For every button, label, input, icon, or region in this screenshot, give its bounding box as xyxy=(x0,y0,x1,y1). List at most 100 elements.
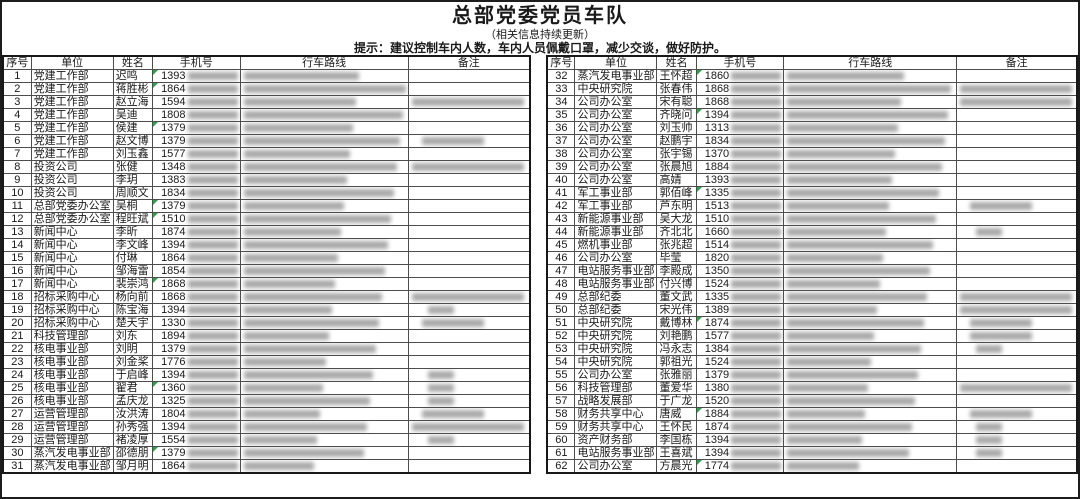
cell-row-number[interactable]: 42 xyxy=(546,199,576,213)
cell-name[interactable]: 郭祖光 xyxy=(656,355,697,369)
cell-row-number[interactable]: 60 xyxy=(546,433,576,447)
cell-name[interactable]: 张春伟 xyxy=(656,82,697,96)
cell-note[interactable] xyxy=(956,121,1078,135)
cell-note[interactable] xyxy=(956,368,1078,382)
cell-unit[interactable]: 核电事业部 xyxy=(30,394,114,408)
cell-phone[interactable]: 1864 xyxy=(152,251,241,265)
cell-route[interactable] xyxy=(239,394,409,408)
cell-route[interactable] xyxy=(783,355,958,369)
cell-route[interactable] xyxy=(239,303,409,317)
cell-row-number[interactable]: 46 xyxy=(546,251,576,265)
cell-name[interactable]: 高婧 xyxy=(656,173,697,187)
cell-name[interactable]: 宋有聪 xyxy=(656,95,697,109)
cell-note[interactable] xyxy=(407,420,531,434)
cell-note[interactable] xyxy=(956,303,1078,317)
cell-row-number[interactable]: 9 xyxy=(2,173,32,187)
cell-name[interactable]: 张晨旭 xyxy=(656,160,697,174)
cell-route[interactable] xyxy=(783,368,958,382)
cell-unit[interactable]: 蒸汽发电事业部 xyxy=(30,459,114,474)
cell-unit[interactable]: 公司办公室 xyxy=(574,251,658,265)
cell-unit[interactable]: 投资公司 xyxy=(30,173,114,187)
cell-route[interactable] xyxy=(783,108,958,122)
cell-phone[interactable]: 1379 xyxy=(695,368,785,382)
cell-route[interactable] xyxy=(783,95,958,109)
cell-phone[interactable]: 1394 xyxy=(695,433,785,447)
cell-route[interactable] xyxy=(783,342,958,356)
cell-row-number[interactable]: 16 xyxy=(2,264,32,278)
cell-unit[interactable]: 资产财务部 xyxy=(574,433,658,447)
cell-phone[interactable]: 1393 xyxy=(695,173,785,187)
cell-route[interactable] xyxy=(783,394,958,408)
cell-row-number[interactable]: 20 xyxy=(2,316,32,330)
cell-note[interactable] xyxy=(956,160,1078,174)
cell-note[interactable] xyxy=(956,238,1078,252)
cell-phone[interactable]: 1510 xyxy=(152,212,241,226)
cell-row-number[interactable]: 13 xyxy=(2,225,32,239)
cell-unit[interactable]: 电站服务事业部 xyxy=(574,264,658,278)
cell-phone[interactable]: 1394 xyxy=(695,108,785,122)
cell-phone[interactable]: 1577 xyxy=(152,147,241,161)
cell-name[interactable]: 赵立海 xyxy=(112,95,154,109)
cell-phone[interactable]: 1393 xyxy=(152,69,241,83)
cell-unit[interactable]: 中央研究院 xyxy=(574,355,658,369)
cell-note[interactable] xyxy=(956,173,1078,187)
cell-note[interactable] xyxy=(956,381,1078,395)
cell-phone[interactable]: 1874 xyxy=(695,420,785,434)
cell-phone[interactable]: 1594 xyxy=(152,95,241,109)
cell-route[interactable] xyxy=(783,420,958,434)
cell-unit[interactable]: 新能源事业部 xyxy=(574,212,658,226)
cell-row-number[interactable]: 5 xyxy=(2,121,32,135)
cell-row-number[interactable]: 15 xyxy=(2,251,32,265)
cell-name[interactable]: 蒋胜彬 xyxy=(112,82,154,96)
cell-note[interactable] xyxy=(956,95,1078,109)
cell-note[interactable] xyxy=(956,82,1078,96)
cell-phone[interactable]: 1524 xyxy=(695,277,785,291)
cell-row-number[interactable]: 47 xyxy=(546,264,576,278)
cell-phone[interactable]: 1868 xyxy=(152,290,241,304)
cell-name[interactable]: 方晨光 xyxy=(656,459,697,474)
cell-row-number[interactable]: 57 xyxy=(546,394,576,408)
cell-unit[interactable]: 招标采购中心 xyxy=(30,290,114,304)
cell-note[interactable] xyxy=(956,394,1078,408)
cell-route[interactable] xyxy=(239,446,409,460)
cell-row-number[interactable]: 50 xyxy=(546,303,576,317)
cell-name[interactable]: 宋光伟 xyxy=(656,303,697,317)
cell-phone[interactable]: 1820 xyxy=(695,251,785,265)
cell-unit[interactable]: 电站服务事业部 xyxy=(574,277,658,291)
cell-name[interactable]: 于广龙 xyxy=(656,394,697,408)
cell-phone[interactable]: 1383 xyxy=(152,173,241,187)
cell-unit[interactable]: 公司办公室 xyxy=(574,134,658,148)
cell-route[interactable] xyxy=(239,264,409,278)
cell-unit[interactable]: 招标采购中心 xyxy=(30,316,114,330)
cell-row-number[interactable]: 35 xyxy=(546,108,576,122)
cell-phone[interactable]: 1874 xyxy=(152,225,241,239)
cell-row-number[interactable]: 17 xyxy=(2,277,32,291)
cell-unit[interactable]: 燃机事业部 xyxy=(574,238,658,252)
cell-phone[interactable]: 1874 xyxy=(695,316,785,330)
cell-name[interactable]: 汝洪涛 xyxy=(112,407,154,421)
cell-note[interactable] xyxy=(956,251,1078,265)
cell-phone[interactable]: 1834 xyxy=(695,134,785,148)
cell-row-number[interactable]: 24 xyxy=(2,368,32,382)
cell-note[interactable] xyxy=(956,186,1078,200)
cell-route[interactable] xyxy=(783,251,958,265)
cell-name[interactable]: 赵文博 xyxy=(112,134,154,148)
cell-name[interactable]: 王怀超 xyxy=(656,69,697,83)
cell-row-number[interactable]: 62 xyxy=(546,459,576,474)
cell-route[interactable] xyxy=(783,433,958,447)
cell-note[interactable] xyxy=(407,446,531,460)
cell-phone[interactable]: 1854 xyxy=(152,264,241,278)
cell-name[interactable]: 刘玉帅 xyxy=(656,121,697,135)
cell-row-number[interactable]: 54 xyxy=(546,355,576,369)
cell-name[interactable]: 邹海雷 xyxy=(112,264,154,278)
cell-row-number[interactable]: 22 xyxy=(2,342,32,356)
cell-row-number[interactable]: 28 xyxy=(2,420,32,434)
cell-unit[interactable]: 党建工作部 xyxy=(30,69,114,83)
cell-phone[interactable]: 1884 xyxy=(695,160,785,174)
cell-route[interactable] xyxy=(239,407,409,421)
cell-unit[interactable]: 蒸汽发电事业部 xyxy=(574,69,658,83)
cell-phone[interactable]: 1335 xyxy=(695,290,785,304)
cell-note[interactable] xyxy=(407,199,531,213)
cell-row-number[interactable]: 55 xyxy=(546,368,576,382)
cell-unit[interactable]: 军工事业部 xyxy=(574,186,658,200)
